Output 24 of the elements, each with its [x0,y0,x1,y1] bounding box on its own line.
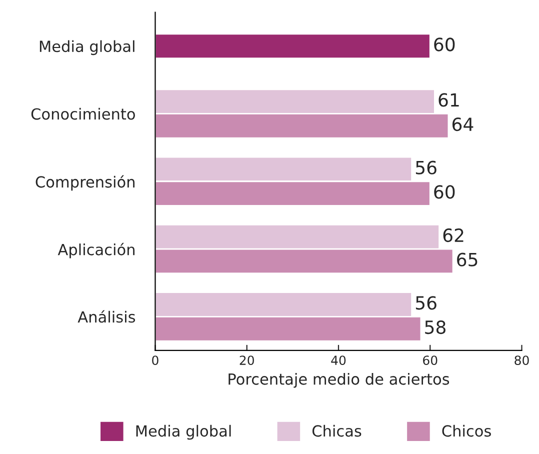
x-tick-label: 20 [240,356,254,366]
legend-label: Chicos [442,424,491,437]
data-label: 58 [425,320,446,334]
x-tick-label: 0 [152,356,158,366]
legend-label: Chicas [312,424,362,437]
x-tick-label: 40 [331,356,346,366]
data-label: 56 [416,160,436,174]
data-label: 60 [434,185,455,199]
x-tick-label: 80 [514,356,529,366]
data-label: 65 [457,252,478,266]
data-label: 56 [416,296,436,310]
x-axis-title: Porcentaje medio de aciertos [228,373,450,388]
y-tick-label: Conocimiento [31,108,135,120]
bar [155,33,431,59]
y-tick-label: Media global [40,40,134,56]
data-label: 60 [434,38,455,52]
y-tick-label: Comprensión [36,175,134,191]
x-tick-label: 60 [423,356,438,366]
y-tick-label: Aplicación [58,242,134,258]
data-label: 61 [438,93,459,107]
data-label: 62 [443,228,464,242]
data-label: 64 [452,117,474,132]
y-tick-label: Análisis [78,310,136,323]
legend-label: Media global [136,424,231,440]
